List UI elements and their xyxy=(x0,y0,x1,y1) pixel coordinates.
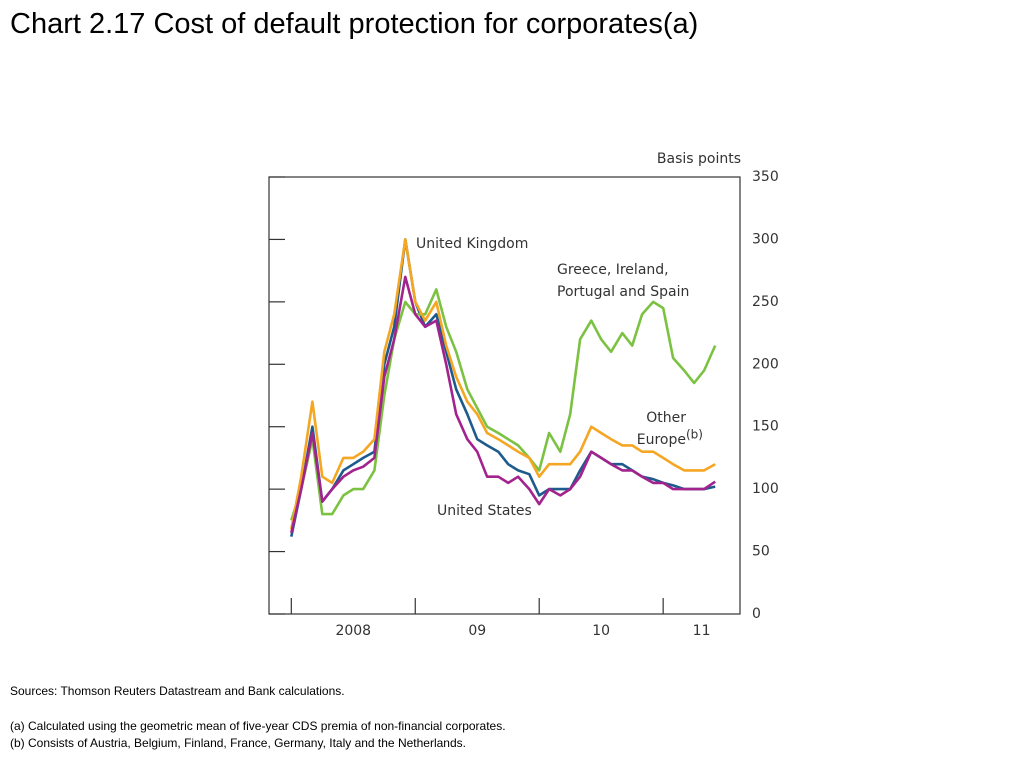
y-tick-label: 100 xyxy=(752,481,779,497)
series-line xyxy=(290,288,717,521)
y-tick-label: 150 xyxy=(752,419,779,435)
series-label: Greece, Ireland, Portugal and Spain xyxy=(557,262,690,300)
note: (a) Calculated using the geometric mean … xyxy=(10,719,506,733)
x-tick-label: 09 xyxy=(468,623,486,639)
series-label: Other Europe xyxy=(636,410,686,448)
y-tick-label: 50 xyxy=(752,544,770,560)
x-tick-label: 10 xyxy=(592,623,610,639)
y-tick-label: 0 xyxy=(752,606,761,622)
plot-frame xyxy=(268,176,741,615)
y-axis-label: Basis points xyxy=(657,151,741,167)
series-label-group: Other Europe(b) xyxy=(628,407,703,451)
series-line xyxy=(290,275,716,534)
note: (b) Consists of Austria, Belgium, Finlan… xyxy=(10,736,466,750)
y-tick-label: 300 xyxy=(752,231,779,247)
x-tick-label: 11 xyxy=(693,623,711,639)
chart-title: Chart 2.17 Cost of default protection fo… xyxy=(10,8,699,40)
y-tick-label: 350 xyxy=(752,169,779,185)
sources: Sources: Thomson Reuters Datastream and … xyxy=(10,684,345,698)
x-tick-label: 2008 xyxy=(335,623,371,639)
series-note: (b) xyxy=(686,427,703,442)
series-label: United Kingdom xyxy=(416,236,529,252)
y-tick-label: 250 xyxy=(752,294,779,310)
y-tick-label: 200 xyxy=(752,356,779,372)
series-line xyxy=(290,238,716,530)
series-label: United States xyxy=(437,503,532,519)
